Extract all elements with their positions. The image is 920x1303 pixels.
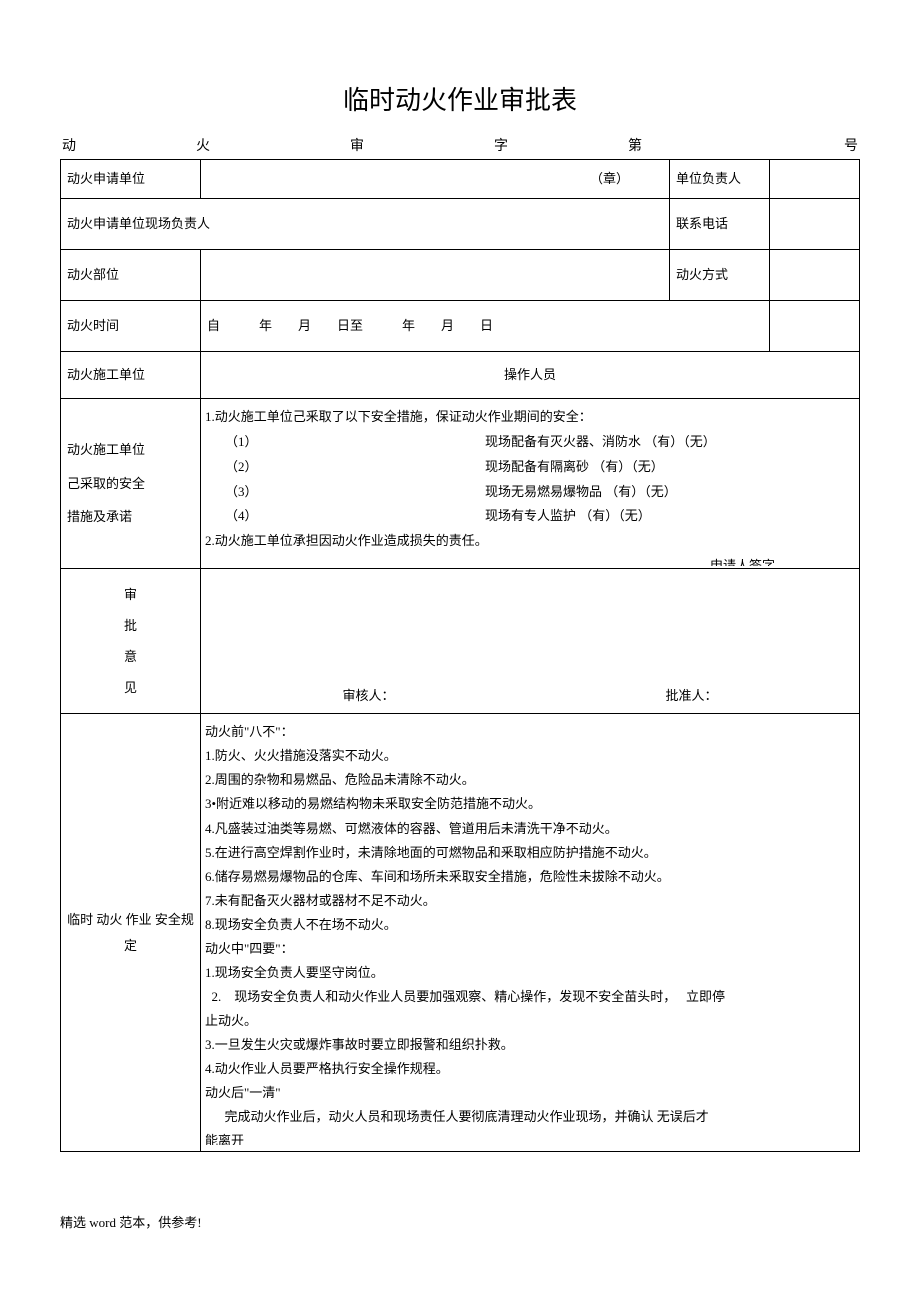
regs-l4: 4.凡盛装过油类等易燃、可燃液体的容器、管道用后未清洗干净不动火。 [205, 817, 855, 841]
appr-c2: 批 [61, 610, 200, 641]
regs-l7: 7.未有配备灭火器材或器材不足不动火。 [205, 889, 855, 913]
label-construction-unit: 动火施工单位 [61, 352, 201, 399]
regs-m2a: 2. 现场安全负责人和动火作业人员要加强观察、精心操作，发现不安全苗头时， 立即… [205, 985, 855, 1009]
regs-l8: 8.现场安全负责人不在场不动火。 [205, 913, 855, 937]
regs-m3: 3.一旦发生火灾或爆炸事故时要立即报警和组织扑救。 [205, 1033, 855, 1057]
label-site-leader: 动火申请单位现场负责人 [61, 199, 670, 250]
table-row: 动火申请单位 （章） 单位负责人 [61, 160, 860, 199]
cell-unit-leader-val [770, 160, 860, 199]
m4-txt: 现场有专人监护 （有）（无） [485, 504, 855, 529]
m3-txt: 现场无易燃易爆物品 （有）（无） [485, 480, 855, 505]
measures-foot: 2.动火施工单位承担因动火作业造成损失的责任。 [205, 529, 855, 554]
cell-measures: 1.动火施工单位己釆取了以下安全措施，保证动火作业期间的安全： （1）现场配备有… [201, 399, 860, 568]
regs-h1: 动火前"八不"： [205, 720, 855, 744]
m1-num: （1） [205, 430, 485, 455]
measures-head: 1.动火施工单位己釆取了以下安全措施，保证动火作业期间的安全： [205, 405, 855, 430]
regs-f1: 完成动火作业后，动火人员和现场责任人要彻底清理动火作业现场，并确认 无误后才 [205, 1105, 855, 1129]
label-fire-time: 动火时间 [61, 301, 201, 352]
page-title: 临时动火作业审批表 [60, 80, 860, 117]
regs-m1: 1.现场安全负责人要坚守岗位。 [205, 961, 855, 985]
label-safety-regs: 临时 动火 作业 安全规定 [61, 714, 201, 1152]
hdr-c4: 字 [494, 135, 508, 155]
table-row: 临时 动火 作业 安全规定 动火前"八不"： 1.防火、火火措施没落实不动火。 … [61, 714, 860, 1152]
table-row: 审 批 意 见 审核人： 批准人： [61, 568, 860, 714]
cell-phone-val [770, 199, 860, 250]
label-fire-method: 动火方式 [670, 250, 770, 301]
hdr-c5: 第 [628, 135, 642, 155]
label-fire-location: 动火部位 [61, 250, 201, 301]
cell-fire-time-extra [770, 301, 860, 352]
table-row: 动火时间 自 年 月 日至 年 月 日 [61, 301, 860, 352]
cell-safety-regs: 动火前"八不"： 1.防火、火火措施没落实不动火。 2.周围的杂物和易燃品、危险… [201, 714, 860, 1152]
cell-fire-location-val [201, 250, 670, 301]
appr-c3: 意 [61, 641, 200, 672]
m2-num: （2） [205, 455, 485, 480]
regs-h2: 动火中"四要"： [205, 937, 855, 961]
hdr-c1: 动 [62, 135, 76, 155]
label-measures-l3: 措施及承诺 [67, 500, 194, 534]
cell-stamp: （章） [201, 160, 670, 199]
hdr-c6: 号 [844, 135, 858, 155]
approver-label: 批准人： [530, 685, 853, 707]
cell-approval: 审核人： 批准人： [201, 568, 860, 714]
table-row: 动火施工单位 操作人员 [61, 352, 860, 399]
regs-l5: 5.在进行高空焊割作业时，未清除地面的可燃物品和釆取相应防护措施不动火。 [205, 841, 855, 865]
label-operator: 操作人员 [201, 352, 860, 399]
label-phone: 联系电话 [670, 199, 770, 250]
appr-c1: 审 [61, 579, 200, 610]
regs-l2: 2.周围的杂物和易燃品、危险品未清除不动火。 [205, 768, 855, 792]
hdr-c2: 火 [196, 135, 210, 155]
reviewer-label: 审核人： [207, 685, 530, 707]
cell-fire-method-val [770, 250, 860, 301]
table-row: 动火部位 动火方式 [61, 250, 860, 301]
label-unit-leader: 单位负责人 [670, 160, 770, 199]
page-footer: 精选 word 范本，供参考! [60, 1212, 860, 1231]
cell-fire-time-range: 自 年 月 日至 年 月 日 [201, 301, 770, 352]
m3-num: （3） [205, 480, 485, 505]
label-approval-opinion: 审 批 意 见 [61, 568, 201, 714]
doc-number-line: 动 火 审 字 第 号 [60, 135, 860, 155]
regs-l6: 6.储存易燃易爆物品的仓库、车间和场所未釆取安全措施，危险性未拔除不动火。 [205, 865, 855, 889]
label-measures-l2: 己采取的安全 [67, 467, 194, 501]
regs-h3: 动火后"一清" [205, 1081, 855, 1105]
appr-c4: 见 [61, 672, 200, 703]
regs-f2: 能离开 [205, 1129, 855, 1145]
m1-txt: 现场配备有灭火器、消防水 （有）（无） [485, 430, 855, 455]
label-measures-l1: 动火施工单位 [67, 433, 194, 467]
regs-l1: 1.防火、火火措施没落实不动火。 [205, 744, 855, 768]
regs-m4: 4.动火作业人员要严格执行安全操作规程。 [205, 1057, 855, 1081]
hdr-c3: 审 [350, 135, 364, 155]
label-applicant-unit: 动火申请单位 [61, 160, 201, 199]
table-row: 动火申请单位现场负责人 联系电话 [61, 199, 860, 250]
label-measures: 动火施工单位 己采取的安全 措施及承诺 [61, 399, 201, 568]
m2-txt: 现场配备有隔离砂 （有）（无） [485, 455, 855, 480]
table-row: 动火施工单位 己采取的安全 措施及承诺 1.动火施工单位己釆取了以下安全措施，保… [61, 399, 860, 568]
approval-form-table: 动火申请单位 （章） 单位负责人 动火申请单位现场负责人 联系电话 动火部位 动… [60, 159, 860, 1152]
m4-num: （4） [205, 504, 485, 529]
measures-sign: 申请人签字 [205, 554, 855, 566]
regs-m2b: 止动火。 [205, 1009, 855, 1033]
regs-l3: 3•附近难以移动的易燃结构物未釆取安全防范措施不动火。 [205, 792, 855, 816]
